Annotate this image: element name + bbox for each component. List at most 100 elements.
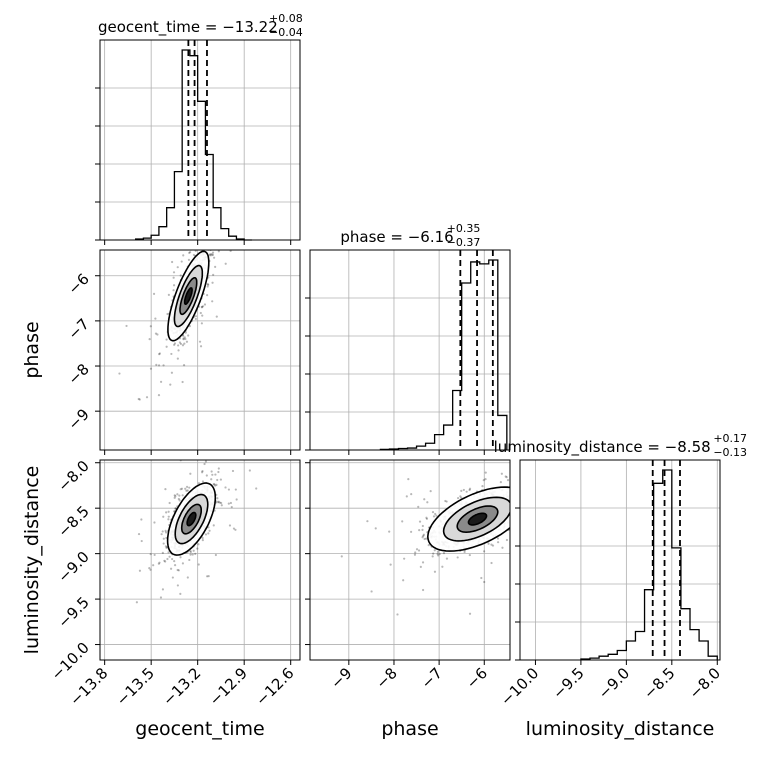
sample-point	[140, 539, 143, 543]
sample-point	[217, 467, 220, 470]
sample-point	[232, 527, 236, 530]
sample-point	[425, 517, 429, 520]
sample-point	[224, 262, 227, 265]
sample-point	[421, 588, 425, 592]
sample-point	[616, 534, 618, 536]
sample-point	[177, 569, 180, 572]
sample-point	[484, 478, 487, 481]
sample-point	[167, 515, 170, 518]
sample-point	[396, 613, 399, 616]
sample-point	[512, 516, 514, 518]
sample-point	[182, 338, 185, 341]
sample-point	[222, 245, 224, 247]
sample-point	[173, 494, 176, 497]
sample-point	[181, 344, 185, 347]
sample-point	[233, 445, 235, 447]
sample-point	[520, 524, 522, 526]
sample-point	[388, 530, 391, 533]
title-text: luminosity_distance = −8.58	[494, 438, 711, 457]
title-text: geocent_time = −13.22	[98, 18, 278, 37]
sample-point	[529, 500, 531, 502]
sample-point	[193, 247, 195, 249]
sample-point	[160, 533, 163, 536]
sample-point	[561, 486, 563, 488]
sample-point	[206, 294, 209, 297]
sample-point	[164, 488, 167, 491]
sample-point	[173, 342, 177, 345]
sample-point	[528, 477, 530, 479]
sample-point	[208, 254, 212, 257]
sample-point	[194, 552, 197, 555]
sample-point	[215, 315, 218, 318]
sample-point	[135, 601, 138, 604]
sample-point	[514, 498, 516, 500]
sample-point	[429, 490, 432, 493]
sample-point	[215, 483, 218, 486]
x-tick-label: −12.9	[206, 664, 251, 709]
sample-point	[423, 537, 426, 541]
sample-point	[231, 439, 233, 441]
histogram-step	[580, 469, 718, 660]
sample-point	[172, 289, 175, 292]
sample-point	[157, 562, 160, 565]
sample-point	[366, 520, 369, 523]
sample-point	[217, 470, 220, 474]
sample-point	[183, 342, 186, 345]
y-tick-label: −6	[64, 270, 92, 298]
sample-point	[162, 537, 165, 540]
x-tick-label: −13.2	[159, 664, 204, 709]
sample-point	[434, 512, 437, 516]
x-tick-label: −9.0	[595, 664, 633, 702]
sample-point	[207, 453, 209, 455]
sample-point	[414, 551, 417, 554]
sample-point	[436, 552, 439, 556]
sample-point	[551, 491, 553, 493]
sample-point	[206, 282, 209, 286]
x-tick-label: −12.6	[252, 664, 297, 709]
sample-point	[233, 457, 235, 459]
sample-point	[222, 422, 224, 424]
sample-point	[118, 372, 121, 375]
sample-point	[431, 555, 434, 558]
sample-point	[560, 513, 562, 515]
sample-point	[417, 549, 421, 552]
sample-point	[433, 549, 436, 552]
histogram-phase	[305, 249, 511, 451]
sample-point	[148, 567, 151, 570]
x-tick-label: −8.5	[640, 664, 678, 702]
sample-point	[370, 590, 373, 593]
sample-point	[405, 495, 408, 498]
sample-point	[186, 576, 189, 579]
sample-point	[157, 364, 161, 367]
sample-point	[211, 253, 215, 257]
sample-point	[468, 487, 472, 490]
sample-point	[441, 565, 444, 568]
sample-point	[487, 542, 490, 545]
sample-point	[234, 528, 237, 531]
sample-point	[216, 497, 219, 500]
sample-point	[176, 266, 179, 269]
sample-point	[500, 472, 503, 475]
sample-point	[525, 502, 527, 504]
sample-point	[154, 332, 158, 335]
sample-point	[200, 306, 203, 309]
x-tick-label: −8	[372, 664, 400, 692]
sample-point	[149, 553, 152, 556]
sample-point	[171, 557, 174, 561]
sample-point	[573, 478, 575, 480]
sample-point	[237, 196, 239, 198]
title-lower-error: −0.13	[713, 446, 747, 459]
sample-point	[423, 498, 426, 501]
sample-point	[515, 486, 517, 488]
sample-point	[189, 549, 192, 552]
sample-point	[528, 478, 530, 480]
sample-point	[511, 514, 513, 516]
sample-point	[436, 550, 440, 553]
sample-point	[427, 544, 430, 547]
sample-point	[491, 544, 495, 547]
sample-point	[198, 340, 202, 343]
sample-point	[490, 561, 493, 565]
sample-point	[211, 241, 213, 243]
sample-point	[417, 505, 420, 508]
